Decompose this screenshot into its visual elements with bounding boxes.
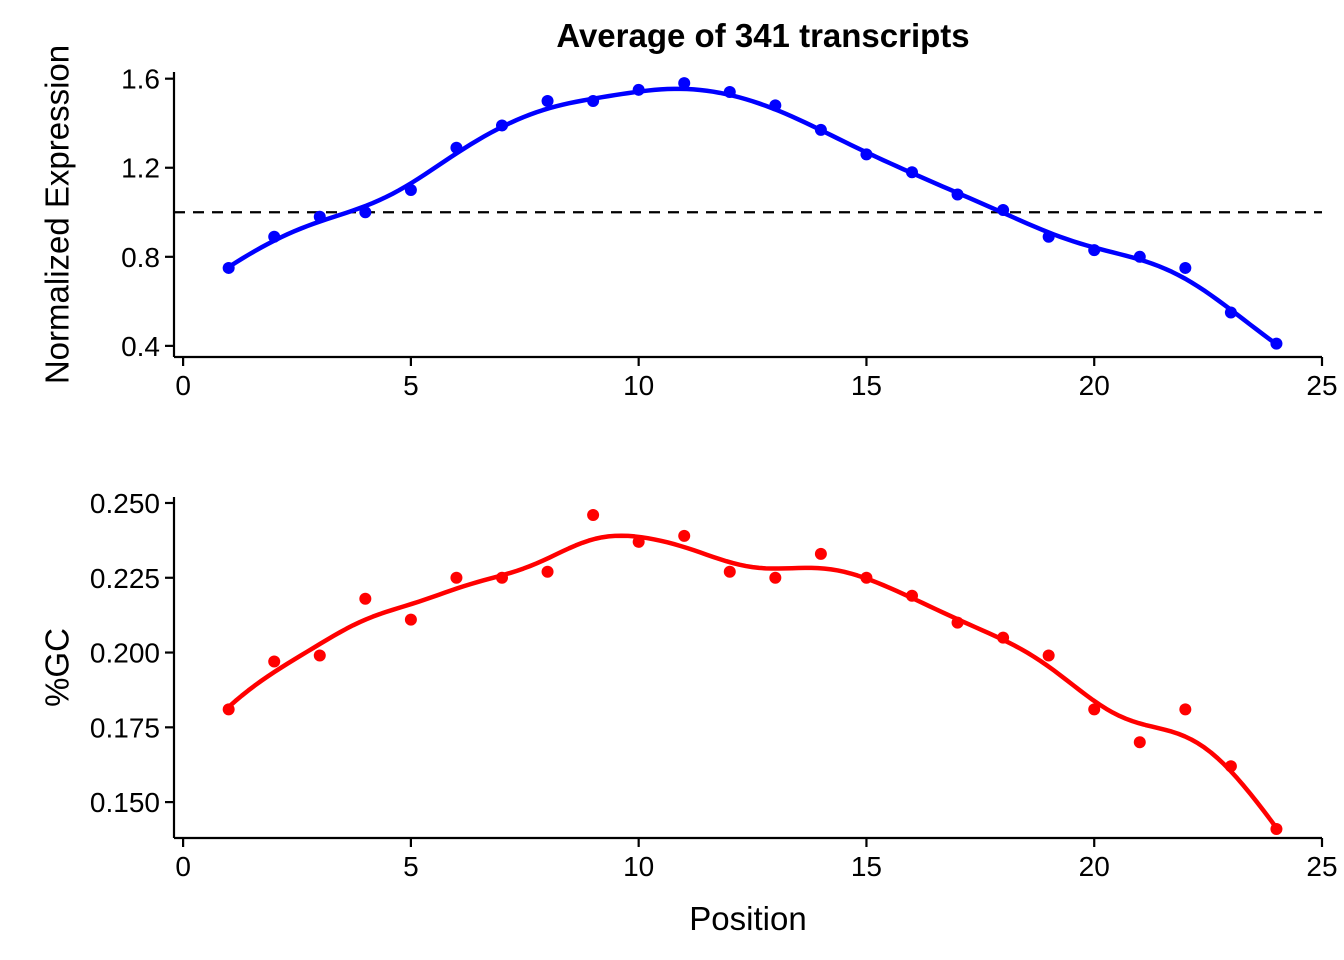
data-point [951,616,964,629]
panel-2: 0 5 10 15 20 25 0.150 0.175 0.200 0.225 0.250 %GC Po… [39,488,1338,937]
y-tick-label: 0.4 [121,331,160,362]
data-point [359,592,372,605]
data-point [450,141,463,154]
data-point [632,535,645,548]
data-point [359,206,372,219]
data-point [313,210,326,223]
data-point [860,571,873,584]
data-point [678,77,691,90]
chart-title: Average of 341 transcripts [556,17,969,54]
x-tick-label: 20 [1079,851,1110,882]
data-point [1179,703,1192,716]
data-point [997,631,1010,644]
x-tick-label: 20 [1079,370,1110,401]
data-point [268,655,281,668]
x-tick-label: 0 [175,370,191,401]
data-point [1224,760,1237,773]
data-point [1270,337,1283,350]
data-point [814,123,827,136]
data-point [1042,649,1055,662]
x-tick-label: 0 [175,851,191,882]
x-axis-title: Position [689,900,806,937]
x-tick-label: 25 [1306,851,1337,882]
data-point [404,613,417,626]
data-point [678,529,691,542]
data-point [860,148,873,161]
data-point [906,166,918,179]
data-point [1088,703,1101,716]
data-point [450,571,463,584]
y-tick-label: 0.225 [90,563,160,594]
data-point [496,571,508,584]
y-tick-label: 0.150 [90,787,160,818]
data-point [541,565,554,578]
x-tick-label: 5 [403,370,419,401]
data-point [1133,250,1146,263]
data-point [1133,736,1146,749]
x-tick-label: 10 [623,370,654,401]
data-point [814,547,827,560]
y-tick-label: 0.200 [90,638,160,669]
data-point [769,571,782,584]
y-tick-label: 0.175 [90,712,160,743]
x-tick-label: 15 [851,370,882,401]
data-point [1270,823,1283,836]
y-tick-label: 1.2 [121,153,160,184]
y-axis-title: Normalized Expression [39,45,76,384]
y-tick-label: 1.6 [121,64,160,95]
data-point [587,94,600,107]
data-point [723,86,736,99]
y-tick-label: 0.250 [90,488,160,519]
data-point [723,565,736,578]
data-point [1179,261,1192,274]
panel-1: 0 5 10 15 20 25 0.4 0.8 1.2 1.6 Average of 341 tra… [39,17,1338,401]
x-tick-label: 25 [1306,370,1337,401]
data-point [222,261,235,274]
data-point [1088,244,1101,257]
x-tick-label: 15 [851,851,882,882]
data-point [632,83,645,96]
data-point [769,99,782,112]
y-axis-title: %GC [39,628,76,707]
data-point [222,703,235,716]
data-point [268,230,281,243]
data-point [906,589,918,602]
data-point [997,204,1010,217]
data-point [541,94,554,107]
y-tick-label: 0.8 [121,242,160,273]
smooth-line [226,533,1279,831]
x-tick-label: 5 [403,851,419,882]
data-point [496,119,508,132]
data-point [951,188,964,201]
x-tick-label: 10 [623,851,654,882]
data-point [1224,306,1237,319]
data-point [404,184,417,197]
data-point [1042,230,1055,243]
data-point [313,649,326,662]
data-point [587,508,600,521]
smooth-line [226,86,1279,347]
